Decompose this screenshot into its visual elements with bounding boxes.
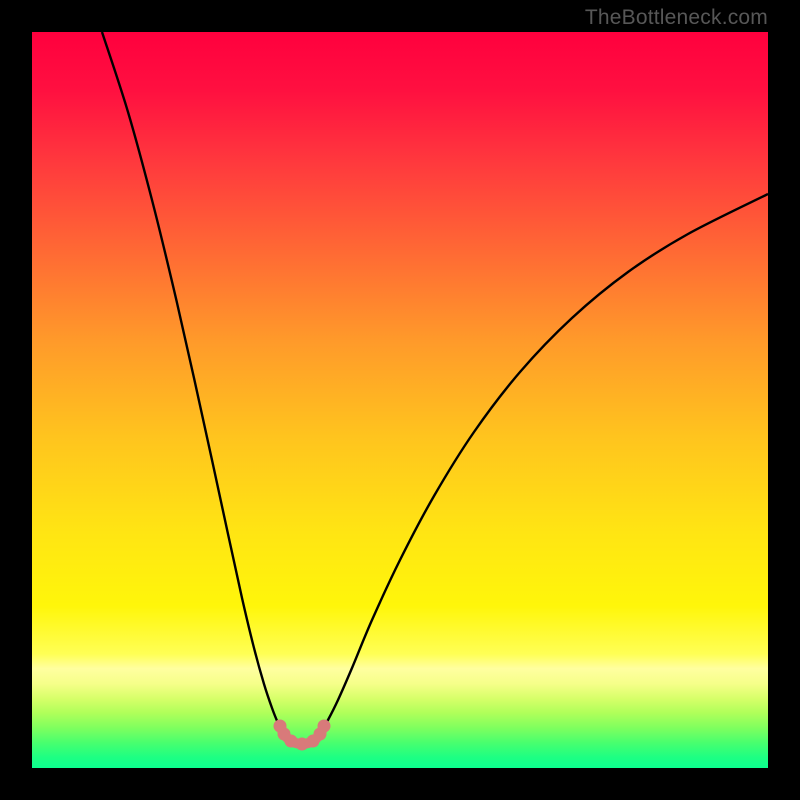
plot-area xyxy=(32,32,768,768)
curve-right xyxy=(322,194,768,730)
curve-left xyxy=(102,32,282,730)
bottleneck-curves xyxy=(32,32,768,768)
chart-frame: TheBottleneck.com xyxy=(0,0,800,800)
watermark-text: TheBottleneck.com xyxy=(585,6,768,30)
trough-marker xyxy=(274,720,331,751)
